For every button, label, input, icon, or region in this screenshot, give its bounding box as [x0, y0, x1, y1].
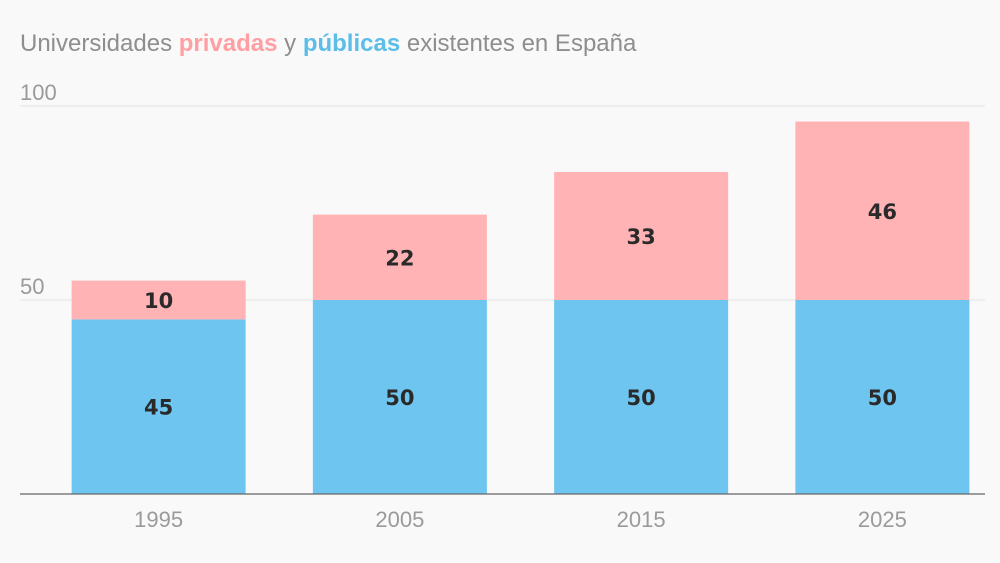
chart-title: Universidades privadas y públicas existe…	[20, 30, 636, 58]
bar-publicas-2015	[554, 300, 729, 494]
bar-publicas-2025	[795, 300, 970, 494]
title-part-1: Universidades	[20, 30, 179, 57]
data-label-privadas-2025: 46	[868, 200, 897, 224]
bar-privadas-1995	[71, 280, 246, 320]
data-label-publicas-2005: 50	[385, 386, 414, 410]
bar-privadas-2025	[795, 121, 970, 301]
data-label-publicas-2025: 50	[868, 386, 897, 410]
title-publicas: públicas	[302, 30, 401, 57]
title-privadas: privadas	[178, 30, 278, 57]
y-tick-label-50: 50	[20, 274, 44, 299]
data-label-publicas-2015: 50	[627, 386, 656, 410]
bar-privadas-2005	[312, 214, 487, 300]
data-label-privadas-2015: 33	[627, 225, 656, 249]
data-label-privadas-2005: 22	[385, 246, 414, 270]
x-tick-label-2015: 2015	[617, 507, 666, 532]
data-label-publicas-1995: 45	[144, 396, 173, 420]
x-tick-label-2005: 2005	[375, 507, 424, 532]
y-tick-label-100: 100	[20, 80, 57, 105]
title-part-2: y	[277, 30, 303, 57]
bar-privadas-2015	[554, 171, 729, 300]
data-label-privadas-1995: 10	[144, 289, 173, 313]
x-tick-label-1995: 1995	[134, 507, 183, 532]
x-tick-label-2025: 2025	[858, 507, 907, 532]
bar-publicas-1995	[71, 319, 246, 494]
title-part-3: existentes en España	[400, 30, 637, 57]
bar-publicas-2005	[312, 300, 487, 494]
